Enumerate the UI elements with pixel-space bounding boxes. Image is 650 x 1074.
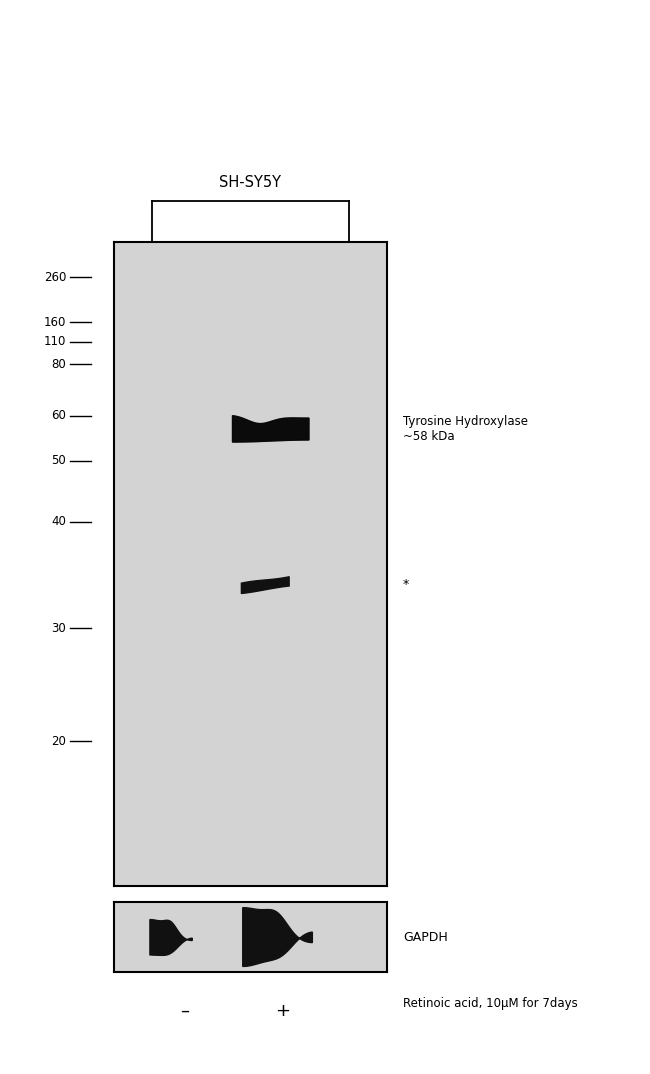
Text: SH-SY5Y: SH-SY5Y xyxy=(219,175,281,190)
Text: 260: 260 xyxy=(44,271,66,284)
Polygon shape xyxy=(150,919,192,956)
Text: 110: 110 xyxy=(44,335,66,348)
Text: Retinoic acid, 10μM for 7days: Retinoic acid, 10μM for 7days xyxy=(403,997,578,1010)
Polygon shape xyxy=(233,416,309,442)
Text: 80: 80 xyxy=(51,358,66,371)
Polygon shape xyxy=(242,908,313,967)
Text: Tyrosine Hydroxylase
~58 kDa: Tyrosine Hydroxylase ~58 kDa xyxy=(403,415,528,442)
Text: 50: 50 xyxy=(51,454,66,467)
Text: GAPDH: GAPDH xyxy=(403,930,448,944)
Text: 20: 20 xyxy=(51,735,66,748)
Polygon shape xyxy=(241,577,289,594)
Text: –: – xyxy=(180,1002,189,1020)
Polygon shape xyxy=(233,416,309,442)
Text: 30: 30 xyxy=(51,622,66,635)
Text: 60: 60 xyxy=(51,409,66,422)
Text: *: * xyxy=(403,578,410,591)
Text: 40: 40 xyxy=(51,516,66,528)
Text: +: + xyxy=(276,1002,291,1020)
Text: 160: 160 xyxy=(44,316,66,329)
